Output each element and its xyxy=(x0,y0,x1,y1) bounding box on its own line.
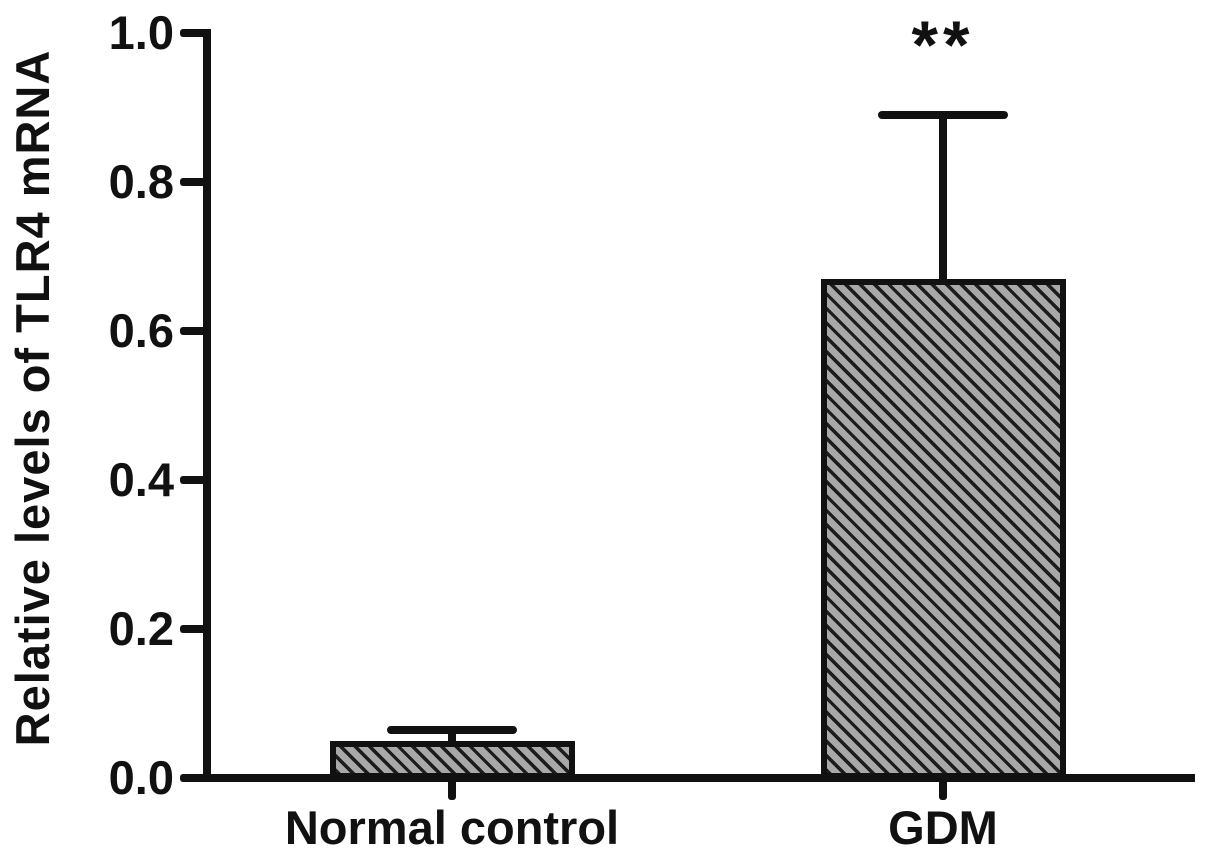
bar-gdm xyxy=(820,279,1066,779)
x-tick-normal-control xyxy=(448,778,456,800)
significance-label-gdm: ** xyxy=(911,7,975,83)
error-bar-line-normal-control xyxy=(448,730,456,741)
y-tick-label: 0.2 xyxy=(108,602,174,655)
y-tick xyxy=(180,774,208,782)
y-axis-line xyxy=(203,29,211,782)
y-tick xyxy=(180,327,208,335)
y-tick-label: 1.0 xyxy=(108,6,174,59)
x-tick-gdm xyxy=(939,778,947,800)
error-bar-cap-gdm xyxy=(878,111,1008,119)
y-tick xyxy=(180,178,208,186)
y-tick xyxy=(180,476,208,484)
error-bar-cap-normal-control xyxy=(387,726,517,734)
y-tick xyxy=(180,625,208,633)
x-axis-line xyxy=(203,774,1195,782)
y-tick-label: 0.8 xyxy=(108,155,174,208)
y-tick-label: 0.0 xyxy=(108,751,174,804)
error-bar-line-gdm xyxy=(939,115,947,279)
y-tick xyxy=(180,29,208,37)
x-axis-label-gdm: GDM xyxy=(888,801,998,854)
y-axis-title: Relative levels of TLR4 mRNA xyxy=(6,49,59,747)
y-tick-label: 0.4 xyxy=(108,453,174,506)
y-tick-label: 0.6 xyxy=(108,304,174,357)
x-axis-label-normal-control: Normal control xyxy=(284,801,620,854)
